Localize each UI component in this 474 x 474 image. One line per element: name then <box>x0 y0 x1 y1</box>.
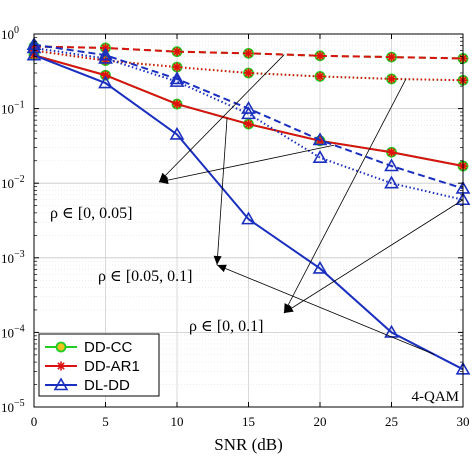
legend-marker <box>56 361 66 371</box>
data-point <box>387 74 396 84</box>
x-tick-label: 30 <box>457 414 470 429</box>
data-point <box>384 175 399 189</box>
data-point <box>315 51 325 61</box>
star-stroke <box>57 362 65 370</box>
annotation-arrow-line <box>158 144 335 183</box>
data-point <box>172 62 182 72</box>
star-stroke <box>244 120 253 128</box>
annotation-arrow-line <box>216 264 435 355</box>
data-point <box>384 158 399 172</box>
x-tick-label: 25 <box>385 414 398 429</box>
data-point <box>169 71 185 85</box>
x-tick-label: 0 <box>31 414 38 429</box>
legend-entry-dd-ar1: DD-AR1 <box>45 358 140 375</box>
star-stroke <box>387 75 396 83</box>
data-point <box>312 150 328 163</box>
x-axis-title: SNR (dB) <box>214 435 282 454</box>
data-point <box>172 99 182 109</box>
annotation-arrowhead <box>159 172 169 182</box>
annotation-arrowhead <box>159 176 169 185</box>
data-point <box>169 74 185 87</box>
data-point <box>98 75 113 89</box>
series-line <box>33 46 464 201</box>
y-tick-label: 10−3 <box>1 249 25 266</box>
star-stroke <box>244 49 253 58</box>
series-dl-dd-rho-0-0-1 <box>26 40 471 206</box>
annotation-arrowhead <box>213 255 222 265</box>
data-point <box>312 132 328 146</box>
star-stroke <box>387 53 396 61</box>
legend-label: DL-DD <box>84 377 130 394</box>
data-point <box>172 47 182 57</box>
star-stroke <box>244 69 253 77</box>
annotation-arrow-line <box>216 118 228 266</box>
data-point <box>312 260 328 274</box>
star-stroke <box>316 52 324 60</box>
data-point <box>241 106 256 120</box>
star-stroke <box>173 63 181 71</box>
star-stroke <box>101 71 110 79</box>
series-line <box>33 54 464 371</box>
y-tick-label: 10−1 <box>1 100 25 117</box>
annotation-arrow-line <box>283 78 407 314</box>
data-point <box>244 119 253 129</box>
data-point <box>244 68 253 78</box>
legend-marker <box>55 341 67 353</box>
data-point <box>241 100 256 114</box>
annotation-labels: ρ ∈ [0, 0.05] ρ ∈ [0.05, 0.1] ρ ∈ [0, 0.1] <box>50 205 263 335</box>
star-stroke <box>387 148 396 156</box>
data-point <box>241 211 256 225</box>
data-point <box>387 52 396 62</box>
y-tick-label: 10−2 <box>1 174 25 191</box>
ticks: 0 5 10 15 20 25 30 100 10−1 10−2 10−3 10−4 10−5 <box>1 25 470 429</box>
data-point <box>98 47 113 61</box>
legend-marker <box>53 377 69 391</box>
legend-label: DD-CC <box>84 339 132 356</box>
x-tick-label: 20 <box>314 414 327 429</box>
data-point <box>244 48 253 58</box>
data-point <box>98 50 113 64</box>
annotation-arrow-line <box>158 54 285 183</box>
annotation-label: ρ ∈ [0, 0.05] <box>50 205 132 222</box>
data-point <box>169 126 185 140</box>
x-tick-label: 10 <box>171 414 184 429</box>
annotation-label: ρ ∈ [0.05, 0.1] <box>98 268 192 285</box>
data-point <box>315 71 325 81</box>
annotation-arrows <box>158 54 464 355</box>
star-stroke <box>316 72 324 81</box>
legend-entry-dd-cc: DD-CC <box>45 339 132 356</box>
legend-label: DD-AR1 <box>84 358 140 375</box>
legend-entry-dl-dd: DL-DD <box>45 377 130 394</box>
x-tick-label: 5 <box>102 414 109 429</box>
annotation-arrowhead <box>217 264 227 273</box>
legend: DD-CC DD-AR1 DL-DD <box>38 333 160 397</box>
y-tick-label: 10−5 <box>1 398 25 415</box>
grid <box>34 34 463 407</box>
annotation-label: ρ ∈ [0, 0.1] <box>189 318 263 335</box>
corner-label-4qam: 4-QAM <box>412 389 460 405</box>
data-point <box>387 147 396 157</box>
annotation-arrow-line <box>283 199 464 314</box>
annotation-arrowhead <box>284 304 294 313</box>
y-tick-label: 10−4 <box>1 323 25 340</box>
y-tick-label: 100 <box>1 25 19 42</box>
star-stroke <box>173 100 181 108</box>
x-tick-label: 15 <box>242 414 255 429</box>
star-stroke <box>173 47 181 56</box>
